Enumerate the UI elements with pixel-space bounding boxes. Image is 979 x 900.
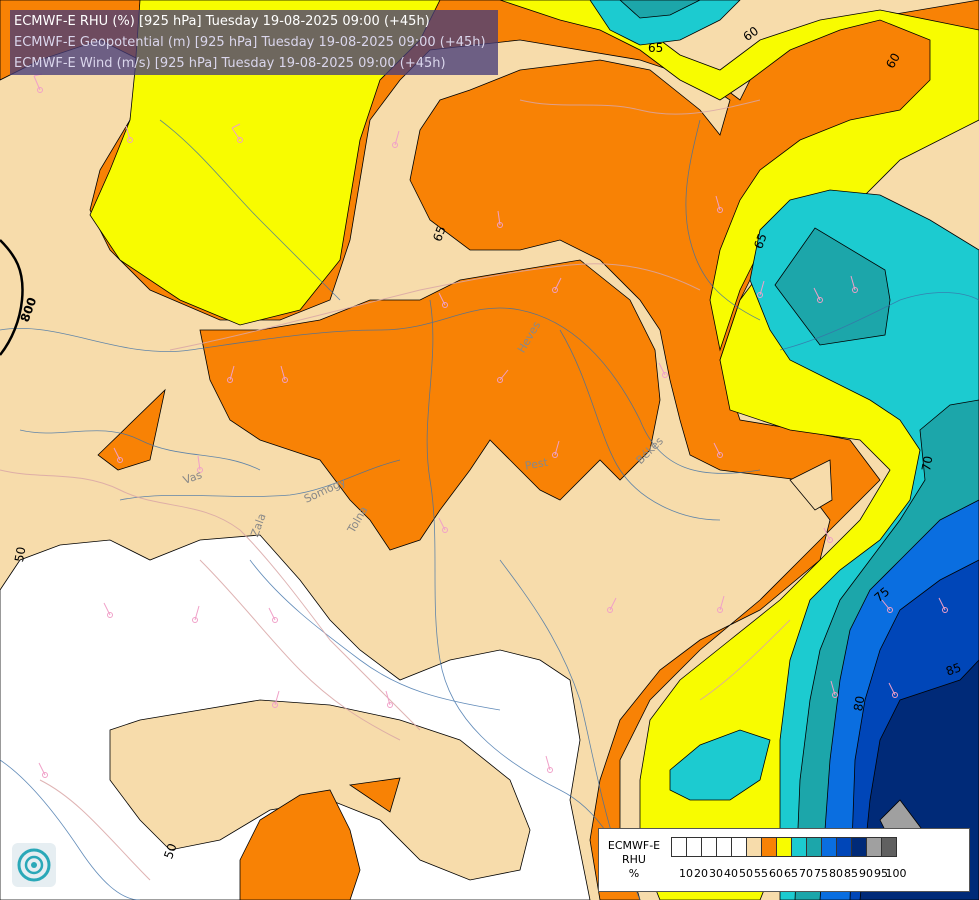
admin-borders: [0, 99, 791, 881]
title-geopotential: ECMWF-E Geopotential (m) [925 hPa] Tuesd…: [14, 35, 486, 50]
rhu-70-north: [589, 0, 741, 46]
title-rhu: ECMWF-E RHU (%) [925 hPa] Tuesday 19-08-…: [14, 14, 430, 29]
legend-tick-label: 10: [679, 867, 693, 880]
legend-swatch: [776, 837, 792, 857]
legend-tick-label: 40: [724, 867, 738, 880]
rivers: [0, 119, 979, 900]
legend-swatch: [821, 837, 837, 857]
rhu-contour-label-70: 70: [919, 455, 935, 472]
legend-swatch: [791, 837, 807, 857]
legend-swatch: [686, 837, 702, 857]
rhu-contour-label-50-south: 50: [161, 842, 179, 861]
rhu-60-notch-east: [789, 459, 833, 511]
legend-swatch: [881, 837, 897, 857]
legend-swatch: [731, 837, 747, 857]
title-box: ECMWF-E RHU (%) [925 hPa] Tuesday 19-08-…: [10, 10, 498, 75]
legend-swatch: [806, 837, 822, 857]
legend-tick-label: 60: [769, 867, 783, 880]
legend-swatch: [866, 837, 882, 857]
rhu-contour-label-80: 80: [851, 695, 867, 712]
legend-swatch: [761, 837, 777, 857]
rhu-contour-label-65-east: 65: [751, 232, 769, 251]
legend-swatch: [836, 837, 852, 857]
rhu-contour-label-50-west: 50: [12, 546, 28, 563]
legend-tick-label: 80: [829, 867, 843, 880]
place-label-pest: Pest: [524, 456, 550, 473]
legend-tick-label: 70: [799, 867, 813, 880]
legend-tick-label: 85: [844, 867, 858, 880]
ecmwf-logo-icon: [12, 843, 56, 887]
rhu-60-patch-small: [348, 777, 401, 813]
rhu-legend: ECMWF-E RHU % 10 20 30 40 50 55 60 65 70 75 80 85 90…: [598, 828, 970, 892]
title-wind: ECMWF-E Wind (m/s) [925 hPa] Tuesday 19-…: [14, 56, 446, 71]
legend-swatch: [851, 837, 867, 857]
legend-unit: %: [628, 867, 640, 880]
legend-ticks: 10 20 30 40 50 55 60 65 70 75 80 85 90 95 100: [671, 867, 971, 881]
legend-tick-label: 75: [814, 867, 828, 880]
legend-tick-label: 50: [739, 867, 753, 880]
legend-tick-label: 30: [709, 867, 723, 880]
legend-variable: RHU: [622, 853, 646, 866]
rhu-contour-label-60-east: 60: [883, 51, 903, 71]
legend-tick-label: 90: [859, 867, 873, 880]
legend-tick-label: 95: [874, 867, 888, 880]
rhu-60-patch-south: [239, 789, 361, 900]
rhu-contour-label-65-north: 65: [648, 41, 663, 55]
wind-barbs: [33, 73, 948, 778]
legend-swatch: [716, 837, 732, 857]
legend-tick-label: 55: [754, 867, 768, 880]
geopotential-800-contour: [0, 239, 24, 356]
legend-title: ECMWF-E RHU %: [603, 839, 665, 881]
legend-swatch: [671, 837, 687, 857]
rhu-contour-label-85: 85: [944, 660, 963, 678]
legend-tick-label: 100: [885, 867, 907, 880]
place-label-vas: Vas: [181, 468, 204, 487]
rhu-75-core: [774, 227, 891, 346]
legend-swatch: [746, 837, 762, 857]
rhu-70-south: [669, 729, 771, 801]
legend-model: ECMWF-E: [607, 839, 661, 852]
legend-swatch: [701, 837, 717, 857]
legend-swatches: [671, 837, 897, 857]
legend-tick-label: 20: [694, 867, 708, 880]
rhu-contour-label-65-center: 65: [430, 224, 448, 243]
rhu-55-lobe-south: [109, 699, 531, 881]
rhu-75-north: [619, 0, 701, 19]
legend-tick-label: 65: [784, 867, 798, 880]
